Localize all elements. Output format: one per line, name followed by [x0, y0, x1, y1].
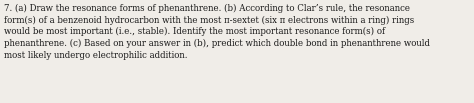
Text: 7. (a) Draw the resonance forms of phenanthrene. (b) According to Clar’s rule, t: 7. (a) Draw the resonance forms of phena…	[4, 4, 430, 60]
